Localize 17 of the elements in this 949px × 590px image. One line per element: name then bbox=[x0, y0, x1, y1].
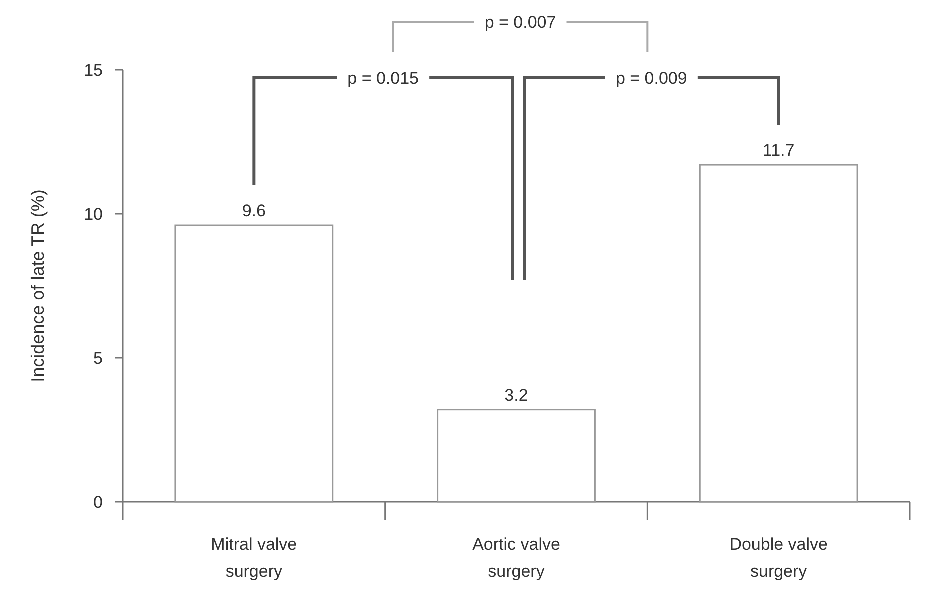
bar bbox=[437, 409, 596, 503]
x-tick-label: Double valve surgery bbox=[730, 535, 828, 581]
annotation: p = 0.009 bbox=[616, 69, 688, 88]
annotation: p = 0.015 bbox=[348, 69, 420, 88]
data-label: 11.7 bbox=[762, 141, 795, 160]
bar bbox=[174, 224, 334, 503]
x-tick-label: Mitral valve surgery bbox=[211, 535, 298, 581]
y-tick-label: 10 bbox=[84, 205, 103, 224]
x-tick-label: Aortic valve surgery bbox=[472, 535, 560, 581]
y-axis-title: Incidence of late TR (%) bbox=[28, 190, 48, 382]
data-label: 3.2 bbox=[504, 386, 528, 405]
y-tick-label: 5 bbox=[94, 349, 103, 368]
y-tick-label: 0 bbox=[94, 493, 103, 512]
data-label: 9.6 bbox=[242, 202, 266, 221]
y-tick-label: 15 bbox=[84, 61, 103, 80]
bar bbox=[699, 164, 858, 503]
text: p = 0.007 bbox=[484, 13, 556, 32]
